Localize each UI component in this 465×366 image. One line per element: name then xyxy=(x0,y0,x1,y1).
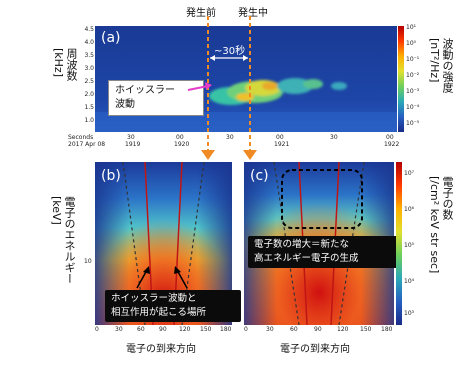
panel-a-label: (a) xyxy=(101,30,121,46)
ytick: 4.0 xyxy=(84,39,94,46)
ytick: 1.0 xyxy=(84,117,94,124)
panel-b-callout-line1: ホイッスラー波動と xyxy=(111,293,197,304)
xtick: 180 xyxy=(220,326,232,333)
ytick: 4.5 xyxy=(84,26,94,33)
ytick: 2.0 xyxy=(84,91,94,98)
xtick: 150 xyxy=(360,326,372,333)
colorbar-tick: 10⁻³ xyxy=(406,88,420,95)
ytick: 3.5 xyxy=(84,52,94,59)
colorbar-tick: 10³ xyxy=(404,310,415,317)
spectrogram-panel-a: (a) xyxy=(95,26,397,132)
panel-a-ylabel: 周波数 [kHz] xyxy=(52,48,78,81)
xtick: 60 xyxy=(137,326,145,333)
xtick: 0 xyxy=(95,326,99,333)
whistler-wave-label: ホイッスラー 波動 xyxy=(108,80,204,116)
xtick: 30 xyxy=(115,326,123,333)
lower-colorbar-label: 電子の数 [/cm² keV str sec] xyxy=(428,176,454,274)
xtick: 120 xyxy=(337,326,349,333)
panel-a-colorbar-ticks: 10¹ 10⁰ 10⁻¹ 10⁻² 10⁻³ 10⁻⁴ 10⁻⁵ xyxy=(406,24,426,134)
xtick: 60 xyxy=(290,326,298,333)
xtick-time: 1920 xyxy=(174,141,190,148)
xtick-time: 1921 xyxy=(274,141,290,148)
xtick: 0 xyxy=(244,326,248,333)
lower-colorbar-ticks: 10⁷ 10⁶ 10⁵ 10⁴ 10³ xyxy=(404,160,424,328)
colorbar-tick: 10⁻² xyxy=(406,72,420,79)
colorbar-tick: 10¹ xyxy=(406,24,417,31)
xtick: 90 xyxy=(159,326,167,333)
colorbar-tick: 10⁻⁵ xyxy=(406,120,420,127)
xtick: 30 xyxy=(266,326,274,333)
panel-a-colorbar xyxy=(398,26,404,132)
panel-c-label: (c) xyxy=(250,168,269,184)
time-header-seconds: Seconds xyxy=(68,134,94,141)
panel-b-xlabel: 電子の到来方向 xyxy=(126,344,196,355)
xtick: 120 xyxy=(179,326,191,333)
panel-b-xticks: 0 30 60 90 120 150 180 xyxy=(95,326,232,336)
arrow-to-panel-b xyxy=(201,150,215,160)
panel-c-callout-line2: 高エネルギー電子の生成 xyxy=(254,253,359,264)
colorbar-tick: 10⁷ xyxy=(404,170,415,177)
xtick-seconds: 30 xyxy=(330,134,338,141)
arrow-to-panel-c xyxy=(243,150,257,160)
before-onset-label: 発生前 xyxy=(186,8,216,19)
xtick: 150 xyxy=(200,326,212,333)
panel-b-label: (b) xyxy=(101,168,121,184)
lower-colorbar xyxy=(396,162,402,325)
colorbar-tick: 10⁰ xyxy=(406,40,417,47)
xtick-seconds: 00 xyxy=(176,134,184,141)
xtick-time: 1922 xyxy=(384,141,400,148)
colorbar-tick: 10⁻¹ xyxy=(406,56,420,63)
xtick: 180 xyxy=(381,326,393,333)
xtick: 90 xyxy=(314,326,322,333)
colorbar-tick: 10⁴ xyxy=(404,278,415,285)
colorbar-tick: 10⁶ xyxy=(404,206,415,213)
panel-b-callout-line2: 相互作用が起こる場所 xyxy=(111,307,207,318)
panel-c-xticks: 0 30 60 90 120 150 180 xyxy=(244,326,394,336)
time-header-date: 2017 Apr 08 xyxy=(68,141,106,148)
panel-a-colorbar-label: 波動の強度 [nT²/Hz] xyxy=(428,38,454,93)
during-onset-label: 発生中 xyxy=(238,8,268,19)
xtick-seconds: 30 xyxy=(127,134,135,141)
energy-ylabel: 電子のエネルギー [keV] xyxy=(50,196,76,284)
xtick-time: 1919 xyxy=(125,141,141,148)
ytick: 1.5 xyxy=(84,104,94,111)
duration-label: ~30秒 xyxy=(214,46,246,57)
xtick-seconds: 00 xyxy=(386,134,394,141)
panel-a-yticks: 4.5 4.0 3.5 3.0 2.5 2.0 1.5 1.0 xyxy=(78,26,94,132)
panel-c-callout: 電子数の増大＝新たな 高エネルギー電子の生成 xyxy=(248,236,398,268)
xtick-seconds: 00 xyxy=(276,134,284,141)
colorbar-tick: 10⁻⁴ xyxy=(406,104,420,111)
panel-b-callout: ホイッスラー波動と 相互作用が起こる場所 xyxy=(105,290,241,322)
xtick-seconds: 30 xyxy=(226,134,234,141)
spectrogram-image xyxy=(95,26,397,132)
panel-c-callout-line1: 電子数の増大＝新たな xyxy=(254,239,350,250)
ytick: 2.5 xyxy=(84,78,94,85)
panel-c-xlabel: 電子の到来方向 xyxy=(280,344,350,355)
ytick: 3.0 xyxy=(84,65,94,72)
colorbar-tick: 10⁵ xyxy=(404,242,415,249)
energy-ytick-10: 10 xyxy=(84,258,92,265)
